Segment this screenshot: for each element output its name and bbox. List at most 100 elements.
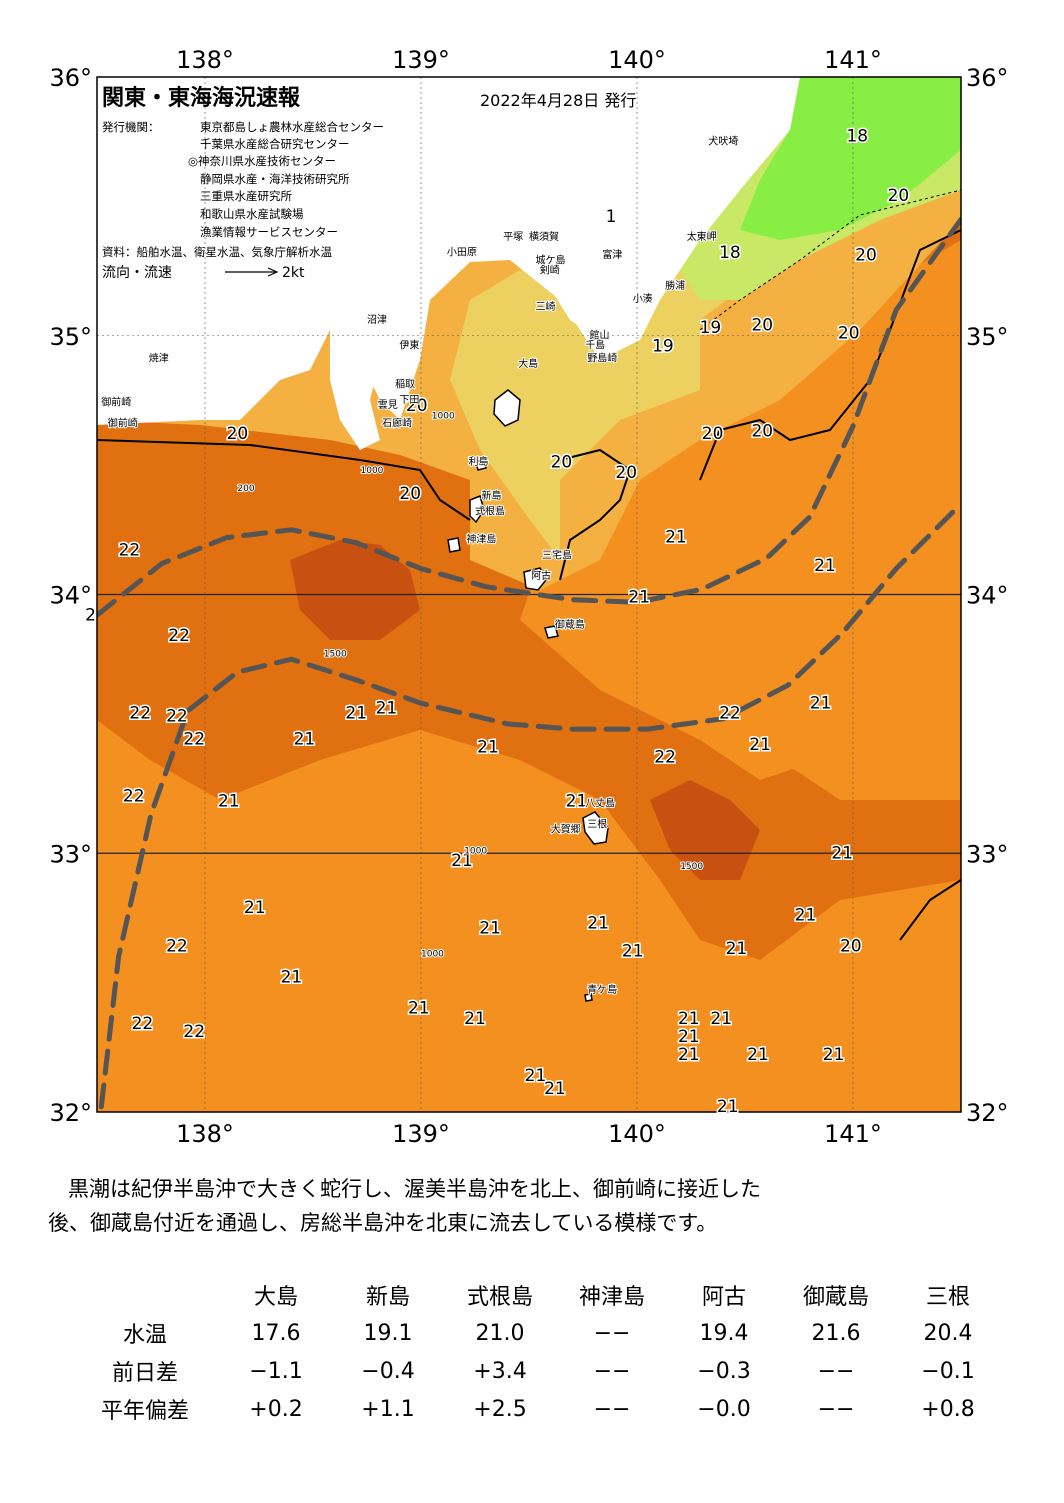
sea-23-patch-2	[650, 780, 760, 880]
temperature-label: 21	[479, 919, 501, 939]
isobath-label: 1500	[680, 862, 703, 872]
temperature-label: 19	[700, 318, 722, 338]
table-cell: +2.5	[473, 1396, 527, 1422]
place-label: 犬吠埼	[708, 134, 738, 147]
data-source: 資料：船舶水温、衛星水温、気象庁解析水温	[102, 245, 332, 259]
place-label: 伊東	[399, 339, 419, 352]
isobath-label: 1500	[324, 650, 347, 660]
toshima-island	[475, 459, 487, 471]
lat-tick-left: 33°	[49, 840, 92, 868]
table-cell: −−	[817, 1358, 855, 1384]
table-cell: −0.3	[697, 1358, 751, 1384]
temperature-label: 22	[129, 704, 151, 724]
place-label: 三宅島	[542, 548, 572, 561]
temperature-label: 21	[678, 1027, 700, 1047]
place-label: 平塚	[503, 231, 523, 243]
temperature-label: 21	[587, 913, 609, 933]
table-header-row: 大島 新島 式根島 神津島 阿古 御蔵島 三根	[70, 1276, 1004, 1314]
publisher-6: 和歌山県水産試験場	[200, 207, 304, 221]
place-label: 富津	[602, 248, 622, 261]
sea-23-patch	[290, 540, 420, 640]
publisher-3: ◎神奈川県水産技術センター	[188, 154, 336, 168]
place-label: 下田	[399, 395, 419, 406]
temperature-label: 21	[823, 1045, 845, 1065]
publisher-1: 東京都島しょ農林水産総合センター	[200, 120, 384, 134]
col-header: 御蔵島	[802, 1285, 869, 1310]
temperature-label: 22	[132, 1014, 154, 1034]
table-row: 水温 17.6 19.1 21.0 −− 19.4 21.6 20.4	[70, 1314, 1004, 1352]
isobath-labels: 1000 1000 200 1500 1000 1500 1000	[236, 411, 704, 961]
place-label: 野島崎	[587, 352, 617, 365]
lon-tick-top: 140°	[608, 46, 666, 74]
table-cell: +0.8	[921, 1396, 975, 1422]
isotherm-contours	[97, 189, 961, 941]
isotherm-20-south	[899, 879, 961, 941]
temperature-label: 1	[606, 207, 617, 227]
place-label: 三根	[587, 817, 607, 830]
table-cell: 21.6	[811, 1320, 861, 1346]
temperature-label: 20	[406, 396, 428, 416]
temperature-label: 20	[615, 463, 637, 483]
temperature-label: 21	[747, 1045, 769, 1065]
place-label: 神津島	[466, 533, 496, 546]
lat-tick-left: 36°	[49, 64, 92, 92]
lat-tick-right: 32°	[966, 1099, 1009, 1127]
map-canvas: 138° 138° 139° 139° 140° 140° 141° 141° 36° 36° 35…	[49, 46, 1009, 1148]
temperature-label: 20	[702, 424, 724, 444]
publisher-5: 三重県水産研究所	[200, 189, 292, 203]
table-row: 前日差 −1.1 −0.4 +3.4 −− −0.3 −− −0.1	[70, 1352, 1004, 1390]
temperature-label: 21	[710, 1009, 732, 1029]
isotherm-20-outer	[699, 229, 961, 481]
place-label: 阿古	[531, 569, 551, 582]
place-label: 沼津	[367, 313, 387, 326]
place-label: 小田原	[447, 247, 477, 259]
temperature-label: 21	[810, 693, 832, 713]
temperature-label: 22	[168, 626, 190, 646]
table-cell: +0.2	[249, 1396, 303, 1422]
place-label: 剣崎	[540, 264, 560, 277]
temperature-label: 21	[717, 1097, 739, 1117]
temperature-label: 21	[376, 699, 398, 719]
col-header: 三根	[925, 1285, 970, 1310]
isotherm-18	[699, 189, 961, 331]
temperature-label: 21	[244, 898, 266, 918]
temperature-label: 20	[227, 424, 249, 444]
temperature-label: 21	[622, 942, 644, 962]
table-cell: −−	[593, 1320, 631, 1346]
sea-21-south-zone	[97, 720, 961, 1112]
table-row: 平年偏差 +0.2 +1.1 +2.5 −− −0.0 −− +0.8	[70, 1390, 1004, 1428]
niijima-island	[469, 494, 485, 524]
place-label: 石廊崎	[382, 416, 412, 429]
hachijojima-island	[582, 811, 609, 845]
legend-label: 流向・流速	[102, 265, 172, 281]
col-header: 新島	[365, 1285, 410, 1310]
place-label: 御前崎	[101, 396, 131, 409]
place-label: 式根島	[475, 504, 505, 517]
cold-water-zone	[740, 77, 961, 240]
col-header: 阿古	[701, 1285, 746, 1310]
place-label: 横須賀	[529, 230, 559, 243]
place-label: 小湊	[633, 292, 653, 305]
sea-21-east-zone	[780, 500, 961, 800]
place-label: 大賀郷	[551, 823, 581, 836]
place-label: 八丈島	[585, 797, 615, 810]
summary-line-2: 後、御蔵島付近を通過し、房総半島沖を北東に流去している模様です。	[48, 1211, 718, 1235]
temperature-label: 21	[294, 730, 316, 750]
temperature-label: 21	[566, 792, 588, 812]
summary-line-1: 黒潮は紀伊半島沖で大きく蛇行し、渥美半島沖を北上、御前崎に接近した	[68, 1177, 761, 1201]
issue-date: 2022年4月28日 発行	[480, 91, 636, 110]
temperature-label: 22	[183, 1022, 205, 1042]
isobath-label: 1000	[432, 412, 455, 422]
table-cell: −0.0	[697, 1396, 751, 1422]
table-cell: −−	[593, 1358, 631, 1384]
lat-tick-right: 34°	[966, 582, 1009, 610]
temperature-label: 21	[628, 587, 650, 607]
table-cell: 17.6	[251, 1320, 301, 1346]
legend-scale: 2kt	[282, 265, 305, 281]
place-label: 雲見	[378, 399, 398, 411]
temperature-label: 21	[451, 851, 473, 871]
temperature-label: 21	[345, 704, 367, 724]
place-label: 勝浦	[665, 279, 685, 292]
place-label: 城ケ島	[536, 253, 566, 266]
